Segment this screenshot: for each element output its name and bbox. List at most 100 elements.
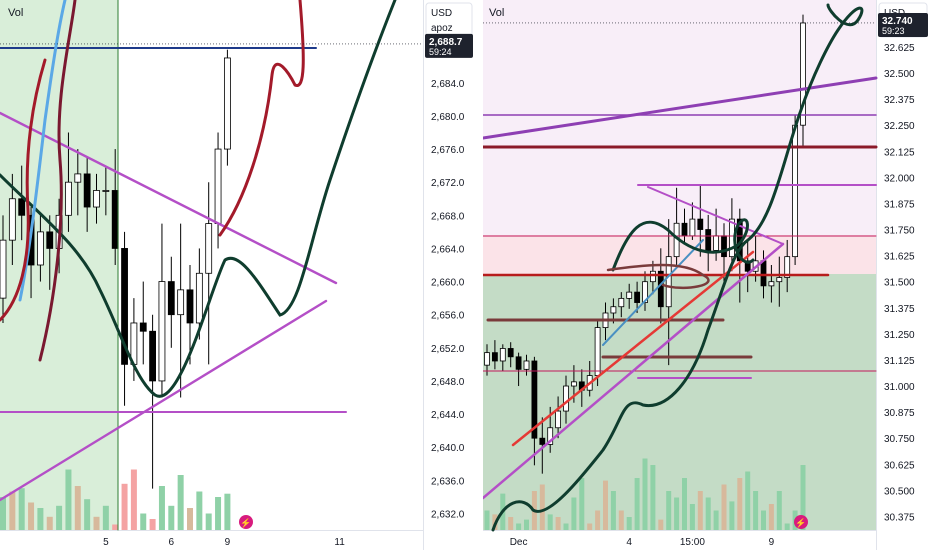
candle (46, 231, 54, 249)
candle (491, 352, 498, 362)
freehand-curve-dark-loop (611, 218, 755, 272)
shaded-zone (483, 274, 876, 530)
candle (697, 218, 704, 230)
volume-bar (112, 524, 119, 530)
y-tick-label: 31.125 (884, 356, 915, 367)
price-countdown: 59:23 (882, 26, 905, 36)
candle (800, 22, 806, 126)
time-axis[interactable]: 5 6 9 11 (0, 530, 423, 549)
descending-trendline (0, 111, 338, 285)
y-tick-label: 31.500 (884, 278, 915, 289)
lightning-glyph: ⚡ (240, 517, 251, 529)
volume-bar (508, 517, 514, 530)
y-tick-label: 30.375 (884, 512, 915, 523)
price-axis[interactable]: 2,632.0 2,636.0 2,640.0 2,644.0 2,648.0 2,652… (423, 0, 477, 550)
volume-bar (555, 517, 561, 530)
candle (93, 190, 100, 208)
volume-bar (729, 501, 735, 530)
volume-bar (682, 478, 687, 530)
y-tick-label: 31.375 (884, 304, 915, 315)
currency-box[interactable]: USD apoz (425, 2, 473, 38)
chart-panel-gold[interactable]: 2,632.0 2,636.0 2,640.0 2,644.0 2,648.0 2,652… (0, 0, 477, 550)
candle (531, 360, 538, 439)
x-tick-label: 5 (103, 537, 109, 548)
candle (74, 173, 82, 183)
freehand-curve-red (218, 0, 305, 237)
drawing-layer (0, 0, 397, 531)
y-tick-label: 2,636.0 (431, 476, 465, 487)
volume-bar (0, 497, 6, 530)
candle (484, 352, 490, 366)
candle (705, 229, 712, 251)
scale-mode-label: apoz (431, 23, 453, 34)
candle (713, 235, 720, 251)
candle (721, 235, 727, 258)
volume-bar (484, 510, 490, 530)
candle (571, 381, 577, 387)
candle (539, 437, 546, 445)
volume-bar (224, 493, 231, 530)
candle (681, 222, 688, 237)
candle (0, 239, 7, 299)
volume-bar (46, 516, 53, 530)
candle (642, 281, 648, 303)
y-tick-label: 2,652.0 (431, 344, 465, 355)
x-tick-label: 4 (626, 537, 632, 548)
candle (195, 272, 203, 324)
ascending-trendline (483, 242, 785, 500)
candle (223, 57, 231, 150)
candle (547, 427, 554, 445)
candle (689, 218, 696, 237)
volume-bar (74, 486, 81, 530)
price-axis-background (876, 0, 932, 550)
candle (111, 190, 119, 249)
volume-bar (587, 523, 593, 530)
current-price-tag: 2,688.759:24 (425, 33, 473, 58)
lightning-marker[interactable]: ⚡ (794, 515, 808, 529)
y-tick-label: 2,656.0 (431, 311, 465, 322)
volume-bar (563, 523, 569, 530)
candle (555, 410, 561, 429)
y-tick-label: 31.750 (884, 226, 915, 237)
volume-bar (658, 519, 664, 530)
volume-bar (768, 504, 774, 530)
volume-bar (784, 523, 790, 530)
y-tick-label: 2,676.0 (431, 145, 465, 156)
candle (139, 322, 147, 332)
y-tick-label: 30.750 (884, 434, 915, 445)
candle (594, 327, 601, 376)
y-tick-label: 2,680.0 (431, 112, 465, 123)
y-tick-label: 31.250 (884, 330, 915, 341)
candle (507, 348, 514, 358)
blue-trendline (602, 239, 704, 346)
price-axis[interactable]: 30.375 30.500 30.625 30.750 30.875 31.000 31.1… (876, 0, 932, 550)
volume-bar (196, 491, 203, 530)
candle-series[interactable] (0, 49, 231, 489)
candle-series[interactable] (484, 14, 806, 474)
chart-panel-silver[interactable]: 30.375 30.500 30.625 30.750 30.875 31.000 31.1… (483, 0, 932, 550)
drawing-layer (483, 3, 878, 532)
y-tick-label: 2,684.0 (431, 79, 465, 90)
y-tick-label: 31.625 (884, 252, 915, 263)
volume-bar (547, 514, 553, 530)
candle (768, 281, 775, 287)
lightning-marker[interactable]: ⚡ (239, 515, 253, 529)
price-value: 2,688.7 (429, 37, 463, 48)
volume-bar (140, 513, 147, 530)
panel-divider[interactable] (477, 0, 483, 550)
candle (214, 148, 222, 224)
candle (649, 270, 656, 283)
volume-bar (28, 502, 35, 530)
y-tick-label: 2,632.0 (431, 509, 465, 520)
volume-bar (579, 478, 585, 530)
candle (102, 190, 110, 192)
volume-bar (56, 505, 63, 530)
y-tick-label: 2,660.0 (431, 278, 465, 289)
volume-bar (689, 504, 695, 530)
candle (634, 291, 641, 303)
volume-bar (603, 480, 608, 530)
time-axis[interactable]: Dec 4 15:00 9 (483, 530, 876, 549)
volume-bar (666, 491, 672, 530)
y-tick-label: 31.000 (884, 382, 915, 393)
